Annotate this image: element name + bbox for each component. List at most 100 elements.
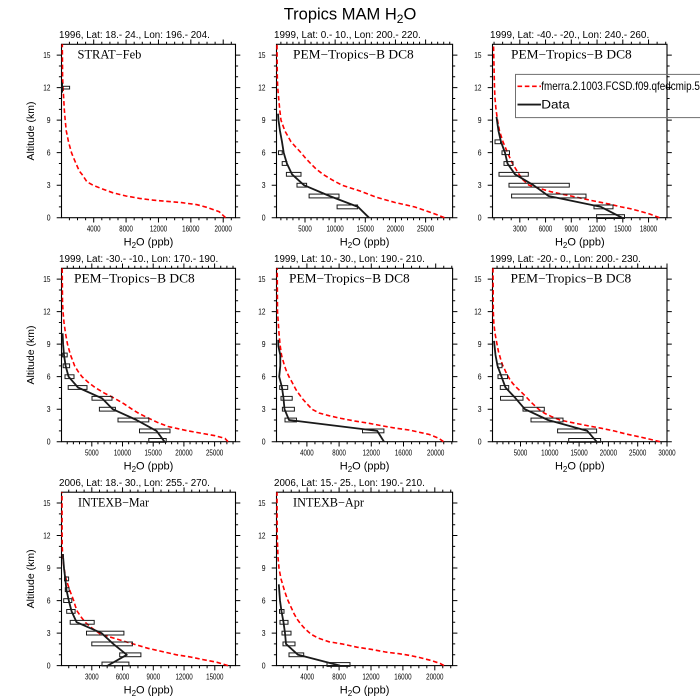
svg-text:9: 9 [262, 339, 266, 349]
svg-text:15000: 15000 [614, 224, 631, 234]
svg-text:10000: 10000 [541, 448, 558, 458]
svg-text:12: 12 [258, 307, 265, 317]
svg-text:25000: 25000 [417, 224, 434, 234]
svg-text:6: 6 [478, 372, 482, 382]
svg-text:PEM−Tropics−B DC8: PEM−Tropics−B DC8 [511, 48, 632, 62]
svg-text:6: 6 [262, 148, 266, 158]
svg-text:1996, Lat: 18.- 24., Lon: 196.: 1996, Lat: 18.- 24., Lon: 196.- 204. [59, 30, 210, 41]
svg-text:Altitude (km): Altitude (km) [25, 102, 37, 161]
svg-text:Data: Data [541, 98, 570, 112]
svg-text:0: 0 [47, 661, 51, 671]
svg-text:0: 0 [47, 437, 51, 447]
svg-text:16000: 16000 [182, 224, 199, 234]
svg-text:3: 3 [262, 180, 266, 190]
svg-text:15: 15 [43, 50, 50, 60]
svg-text:3: 3 [47, 404, 51, 414]
svg-text:12000: 12000 [588, 224, 605, 234]
svg-text:9: 9 [478, 339, 482, 349]
svg-text:0: 0 [262, 213, 266, 223]
svg-text:H2O (ppb): H2O (ppb) [340, 237, 390, 251]
svg-text:0: 0 [478, 437, 482, 447]
svg-text:6: 6 [262, 596, 266, 606]
svg-text:12: 12 [43, 307, 50, 317]
svg-text:5000: 5000 [298, 224, 312, 234]
svg-text:15000: 15000 [206, 672, 223, 682]
svg-text:6: 6 [47, 372, 51, 382]
svg-text:6000: 6000 [539, 224, 553, 234]
svg-text:9000: 9000 [147, 672, 161, 682]
svg-text:20000: 20000 [387, 224, 404, 234]
svg-text:20000: 20000 [175, 448, 192, 458]
svg-text:15: 15 [474, 50, 481, 60]
svg-text:10000: 10000 [326, 224, 343, 234]
svg-text:3: 3 [262, 404, 266, 414]
svg-text:6000: 6000 [116, 672, 130, 682]
svg-text:1999, Lat: 10.- 30., Lon: 190.: 1999, Lat: 10.- 30., Lon: 190.- 210. [274, 254, 425, 265]
svg-text:15: 15 [474, 274, 481, 284]
svg-text:15: 15 [43, 498, 50, 508]
svg-text:12: 12 [43, 83, 50, 93]
svg-text:fmerra.2.1003.FCSD.f09.qfedcmi: fmerra.2.1003.FCSD.f09.qfedcmip.56 [541, 79, 700, 93]
svg-text:H2O (ppb): H2O (ppb) [340, 684, 390, 698]
svg-text:12: 12 [43, 531, 50, 541]
svg-text:12: 12 [474, 307, 481, 317]
svg-text:20000: 20000 [426, 672, 443, 682]
svg-text:3: 3 [262, 628, 266, 638]
svg-text:H2O (ppb): H2O (ppb) [555, 237, 605, 251]
svg-text:2006, Lat: 18.- 30., Lon: 255.: 2006, Lat: 18.- 30., Lon: 255.- 270. [59, 478, 210, 489]
svg-text:3: 3 [478, 180, 482, 190]
svg-text:25000: 25000 [206, 448, 223, 458]
svg-text:1999, Lat: -20.- 0., Lon: 200.: 1999, Lat: -20.- 0., Lon: 200.- 230. [490, 254, 641, 265]
svg-text:0: 0 [262, 437, 266, 447]
svg-text:Altitude (km): Altitude (km) [25, 549, 37, 608]
svg-text:12: 12 [258, 531, 265, 541]
svg-text:9: 9 [262, 563, 266, 573]
svg-text:3000: 3000 [85, 672, 99, 682]
svg-text:9000: 9000 [565, 224, 579, 234]
svg-text:3: 3 [478, 404, 482, 414]
svg-text:0: 0 [47, 213, 51, 223]
svg-text:15000: 15000 [145, 448, 162, 458]
svg-text:15: 15 [43, 274, 50, 284]
svg-text:9: 9 [478, 115, 482, 125]
svg-text:4000: 4000 [300, 672, 314, 682]
svg-text:15000: 15000 [570, 448, 587, 458]
svg-text:15: 15 [258, 274, 265, 284]
svg-text:10000: 10000 [114, 448, 131, 458]
svg-text:PEM−Tropics−B DC8: PEM−Tropics−B DC8 [511, 272, 632, 286]
svg-text:Altitude (km): Altitude (km) [25, 326, 37, 385]
svg-text:0: 0 [262, 661, 266, 671]
svg-text:8000: 8000 [332, 672, 346, 682]
svg-text:9: 9 [47, 563, 51, 573]
svg-text:6: 6 [47, 148, 51, 158]
svg-text:20000: 20000 [427, 448, 444, 458]
svg-text:9: 9 [47, 115, 51, 125]
svg-text:6: 6 [478, 148, 482, 158]
svg-text:20000: 20000 [215, 224, 232, 234]
svg-text:PEM−Tropics−B DC8: PEM−Tropics−B DC8 [293, 48, 414, 62]
svg-text:4000: 4000 [87, 224, 101, 234]
svg-text:12: 12 [474, 83, 481, 93]
svg-text:Tropics MAM H2O: Tropics MAM H2O [284, 6, 417, 27]
svg-text:H2O (ppb): H2O (ppb) [555, 461, 605, 475]
svg-text:3000: 3000 [513, 224, 527, 234]
svg-text:5000: 5000 [514, 448, 528, 458]
svg-text:INTEXB−Mar: INTEXB−Mar [78, 496, 150, 510]
svg-text:H2O (ppb): H2O (ppb) [124, 237, 174, 251]
svg-text:1999, Lat: 0.- 10., Lon: 200.-: 1999, Lat: 0.- 10., Lon: 200.- 220. [274, 30, 421, 41]
svg-text:STRAT−Feb: STRAT−Feb [78, 48, 142, 62]
svg-text:3: 3 [47, 628, 51, 638]
svg-text:INTEXB−Apr: INTEXB−Apr [293, 496, 365, 510]
svg-text:3: 3 [47, 180, 51, 190]
svg-text:15: 15 [258, 50, 265, 60]
svg-text:PEM−Tropics−B DC8: PEM−Tropics−B DC8 [74, 272, 195, 286]
svg-text:25000: 25000 [629, 448, 646, 458]
svg-text:16000: 16000 [395, 448, 412, 458]
svg-text:16000: 16000 [394, 672, 411, 682]
svg-text:8000: 8000 [332, 448, 346, 458]
svg-text:15: 15 [258, 498, 265, 508]
svg-text:12000: 12000 [362, 672, 379, 682]
svg-text:PEM−Tropics−B DC8: PEM−Tropics−B DC8 [289, 272, 410, 286]
svg-text:2006, Lat: 15.- 25., Lon: 190.: 2006, Lat: 15.- 25., Lon: 190.- 210. [274, 478, 425, 489]
svg-text:H2O (ppb): H2O (ppb) [340, 461, 390, 475]
